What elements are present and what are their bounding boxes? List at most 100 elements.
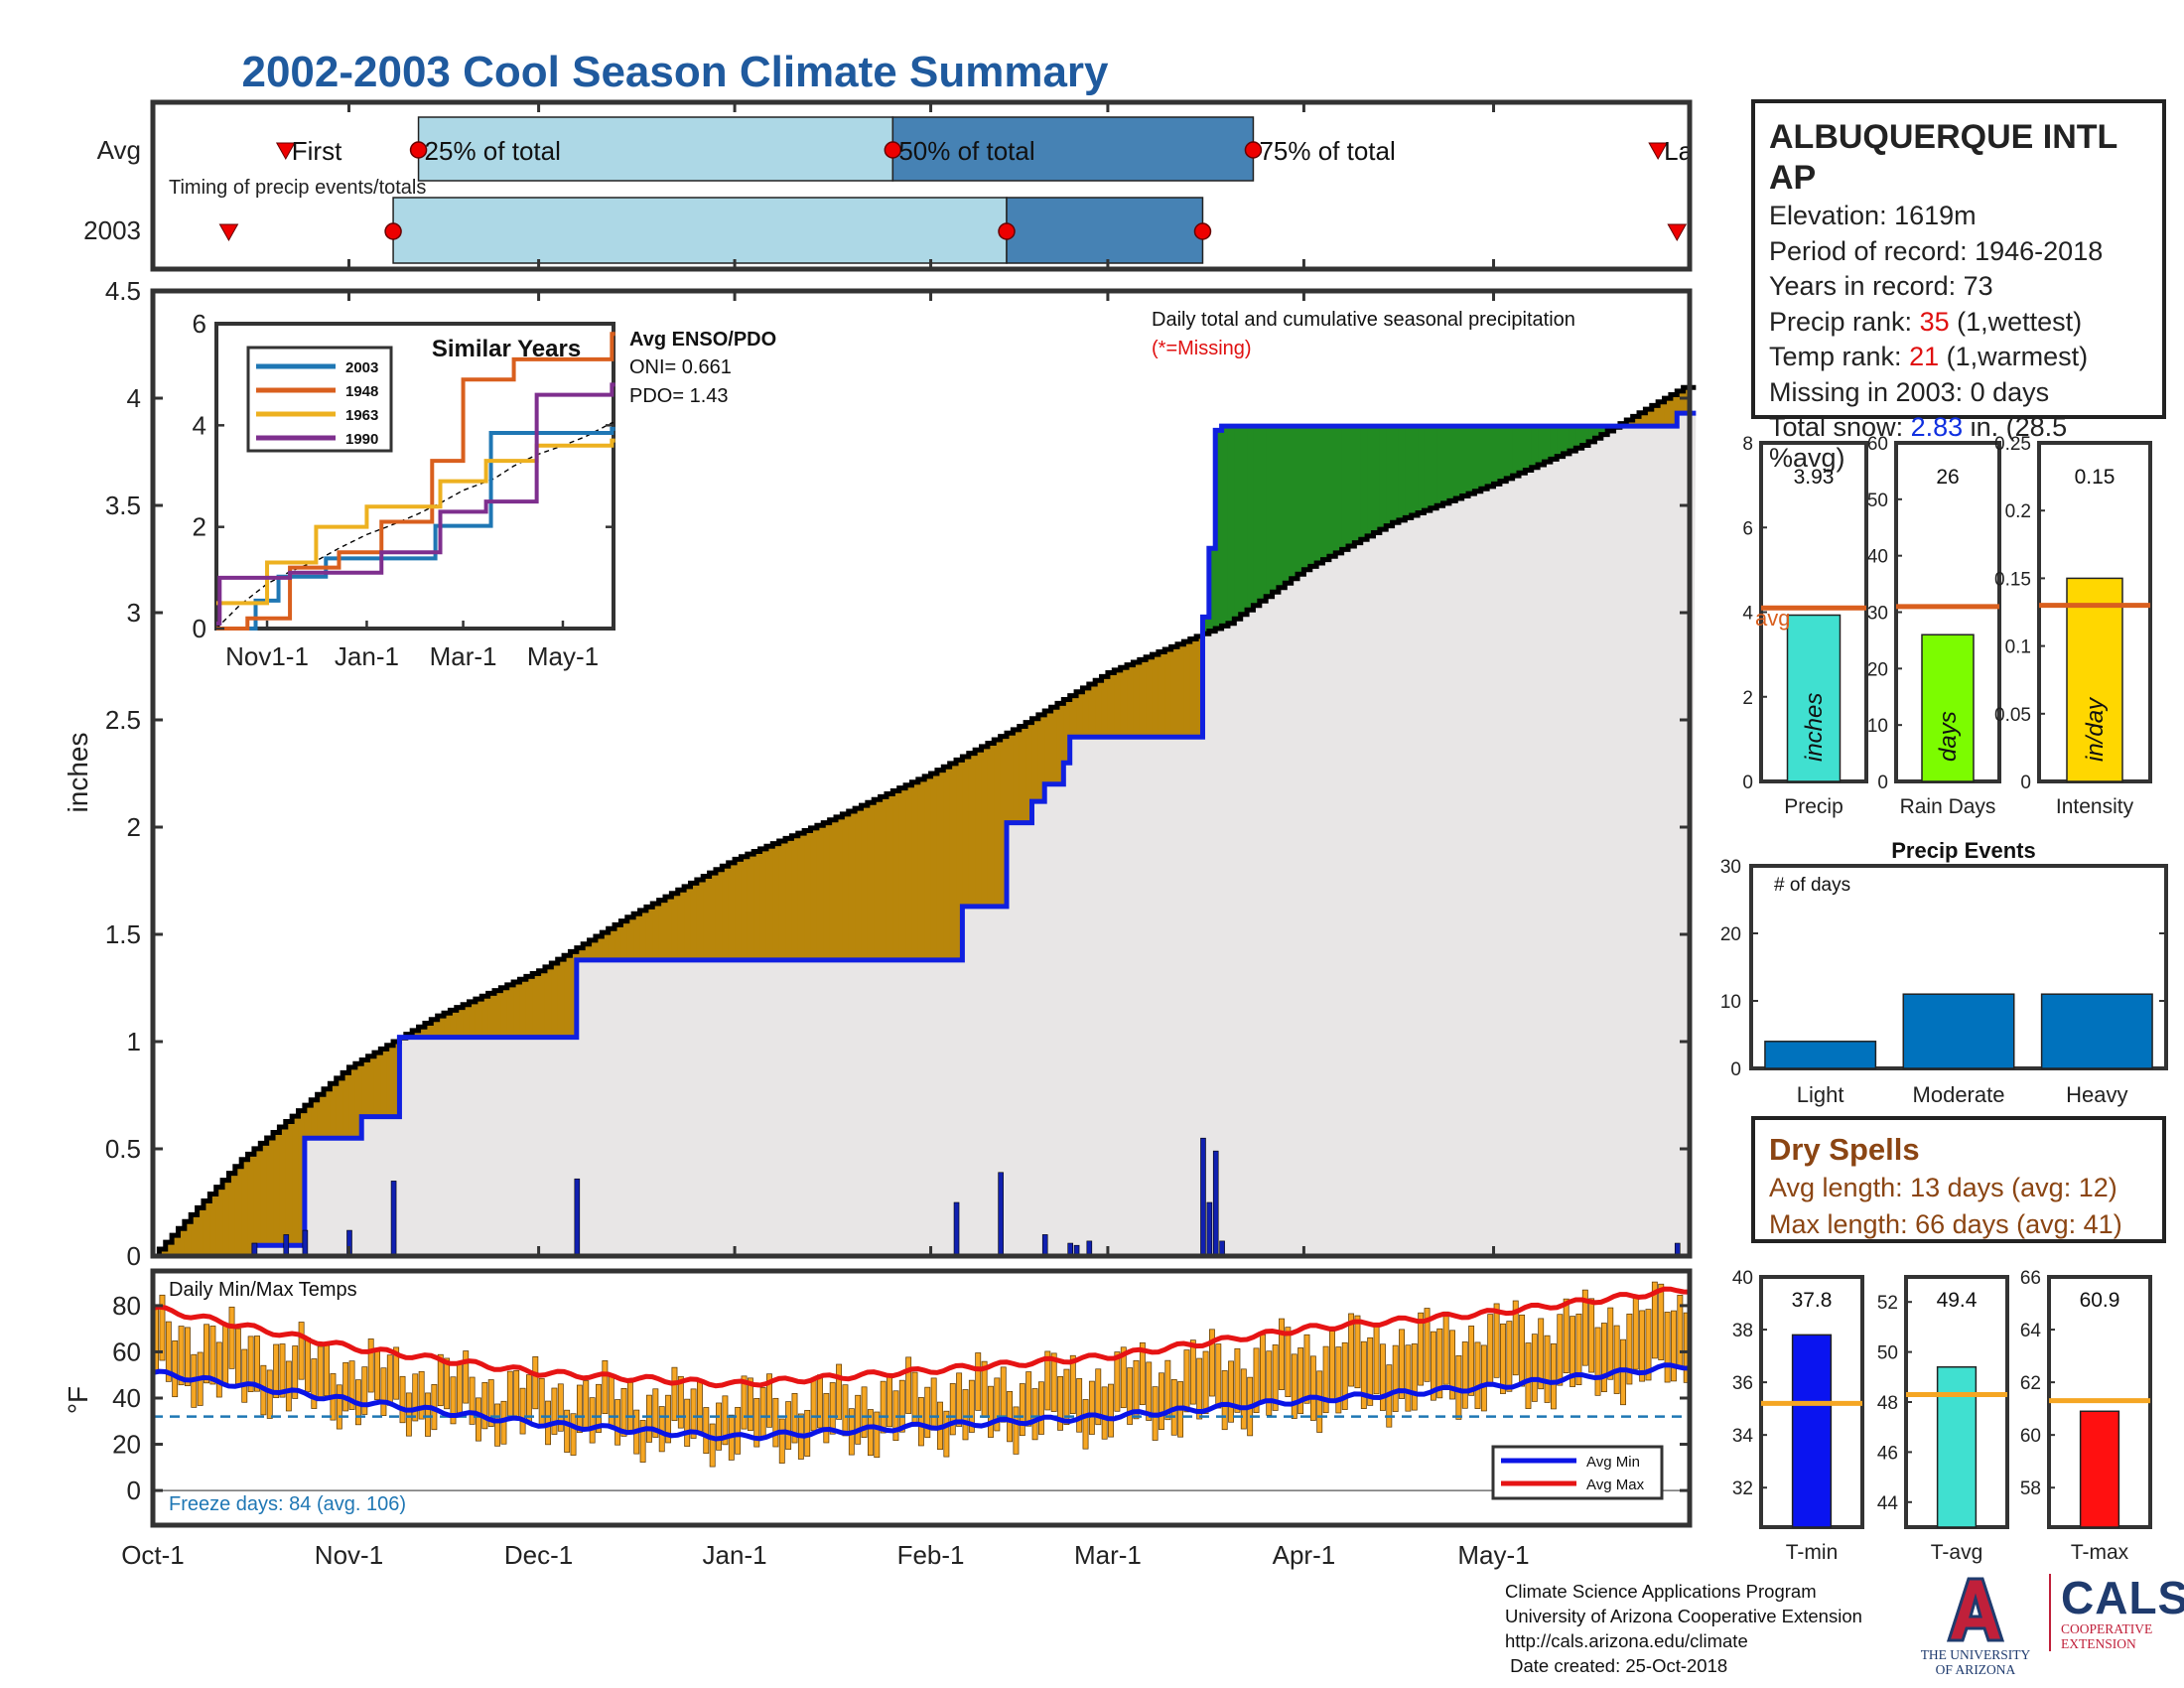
daily-temp-bar [1442, 1311, 1449, 1385]
deficit-fill [583, 943, 591, 960]
cumulative-2003-line [153, 410, 1697, 1259]
daily-temp-bar [254, 1336, 260, 1392]
daily-temp-bar [506, 1370, 513, 1421]
deficit-fill [911, 781, 919, 960]
deficit-fill [311, 1099, 319, 1139]
daily-temp-bar [1632, 1295, 1639, 1370]
surplus-fill [1348, 426, 1355, 547]
y2003-percent-marker [384, 222, 402, 240]
deficit-fill [424, 1023, 432, 1038]
surplus-fill [1367, 426, 1375, 536]
daily-temp-bar [1399, 1329, 1405, 1399]
daily-temp-bar [1639, 1310, 1646, 1382]
daily-temp-bar [342, 1361, 349, 1412]
events-ytick-label: 20 [1720, 924, 1741, 945]
daily-temp-bar [930, 1377, 937, 1431]
deficit-fill [994, 740, 1002, 907]
main-yticks: 0 0.5 1 1.5 2 2.5 3 3.5 4 4.5 [105, 276, 1690, 1271]
daily-precip-bar [1212, 1150, 1219, 1257]
deficit-fill [500, 987, 508, 1038]
deficit-fill [614, 924, 622, 960]
deficit-fill [165, 1242, 173, 1256]
temp-ytick-label: 0 [127, 1476, 141, 1505]
deficit-fill [804, 830, 812, 960]
daily-temp-bar [1551, 1342, 1557, 1410]
daily-temp-bar [791, 1393, 798, 1444]
summary-category-label: Intensity [2056, 795, 2134, 818]
daily-temp-bar [1512, 1300, 1519, 1376]
deficit-fill [234, 1166, 242, 1256]
events-bar [1764, 1041, 1877, 1069]
deficit-fill [595, 936, 603, 960]
temp-summary-ytick-label: 32 [1732, 1478, 1753, 1499]
deficit-fill [184, 1221, 192, 1256]
main-lines [153, 384, 1697, 1259]
main-ytick-label: 0.5 [105, 1134, 141, 1164]
surplus-fill [1525, 426, 1533, 471]
daily-temp-bar [1405, 1344, 1412, 1412]
daily-temp-bar [1544, 1335, 1551, 1403]
deficit-fill [949, 763, 957, 960]
deficit-fill [1177, 643, 1184, 738]
events-category-label: Light [1797, 1082, 1844, 1107]
surplus-fill [1499, 426, 1507, 482]
daily-temp-bar [1468, 1326, 1475, 1396]
daily-temp-bar [1335, 1346, 1342, 1414]
daily-temp-bar [709, 1423, 716, 1468]
surplus-fill [1278, 426, 1286, 588]
deficit-fill [354, 1063, 362, 1139]
summary-bar [1786, 614, 1842, 782]
deficit-fill [222, 1180, 230, 1256]
daily-temp-bar [772, 1397, 779, 1448]
daily-temp-bar [759, 1387, 766, 1439]
temp-ytick-label: 40 [112, 1383, 141, 1413]
summary-ytick-label: 60 [1867, 434, 1888, 455]
temp-rank-value: 21 [1909, 342, 1940, 371]
temp-summary-ytick-label: 66 [2020, 1268, 2041, 1289]
avg-label: avg [1755, 606, 1790, 631]
temp-summary-ytick-label: 50 [1877, 1343, 1898, 1364]
deficit-fill [342, 1072, 350, 1139]
daily-temp-bar [1309, 1355, 1316, 1421]
deficit-fill [1063, 699, 1071, 764]
deficit-fill [463, 1004, 471, 1038]
deficit-fill [715, 869, 723, 960]
daily-temp-bar [405, 1392, 412, 1437]
daily-temp-bar [1183, 1349, 1190, 1413]
summary-ytick-label: 50 [1867, 491, 1888, 511]
avg-25-label: 25% of total [425, 136, 561, 166]
daily-temp-bar [778, 1418, 785, 1464]
deficit-fill [298, 1110, 306, 1246]
daily-temp-bar [450, 1376, 457, 1425]
surplus-fill [1309, 426, 1317, 567]
deficit-fill [602, 932, 610, 960]
surplus-fill [1247, 426, 1255, 611]
daily-temp-bar [469, 1376, 476, 1425]
daily-temp-bar [962, 1389, 969, 1441]
temp-summary-ytick-label: 64 [2020, 1321, 2042, 1341]
events-ylabel: # of days [1774, 875, 1850, 896]
inset-legend-label: 2003 [345, 359, 378, 376]
deficit-fill [544, 966, 552, 1038]
temp-legend: Avg Min Avg Max [1491, 1445, 1664, 1500]
deficit-fill [1639, 412, 1647, 427]
deficit-fill [1082, 687, 1090, 738]
deficit-fill [1069, 695, 1077, 738]
temp-summary-value: 49.4 [1937, 1289, 1978, 1312]
main-xtick-label: Nov-1 [315, 1540, 383, 1570]
inset-ytick-label: 2 [193, 512, 206, 542]
surplus-fill [1531, 426, 1539, 468]
daily-temp-bar [1500, 1323, 1506, 1394]
events-bars: 0 10 20 30 Light Moderate Heavy [1720, 857, 2166, 1107]
snow-pct: %avg) [1769, 443, 1845, 473]
deficit-fill [215, 1187, 223, 1256]
y2003-first-marker [218, 223, 239, 242]
daily-temp-bar [1202, 1350, 1209, 1414]
daily-temp-bar [994, 1377, 1001, 1432]
timing-row-label-avg: Avg [97, 135, 141, 165]
daily-temp-bar [671, 1366, 678, 1422]
inset-xtick-label: May-1 [527, 641, 599, 671]
avg-first-marker [275, 142, 296, 161]
inset-legend-label: 1948 [345, 383, 378, 400]
deficit-fill [393, 1042, 401, 1117]
